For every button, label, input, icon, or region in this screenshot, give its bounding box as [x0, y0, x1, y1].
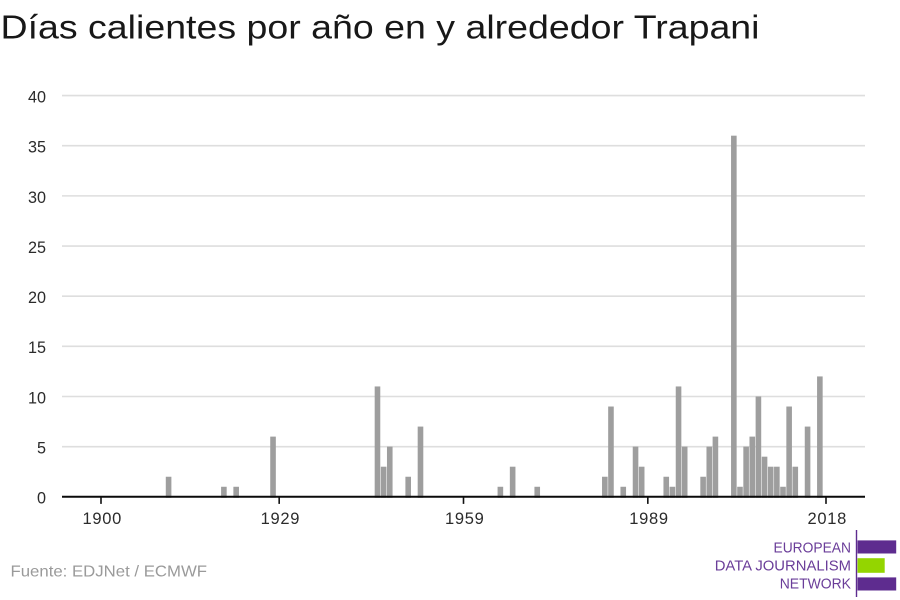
svg-text:Días calientes por año en y al: Días calientes por año en y alrededor Tr…: [1, 9, 760, 46]
svg-text:35: 35: [28, 139, 46, 157]
svg-text:25: 25: [28, 239, 46, 257]
svg-text:20: 20: [28, 289, 46, 307]
svg-text:40: 40: [28, 88, 46, 106]
svg-text:30: 30: [28, 189, 46, 207]
svg-text:0: 0: [37, 490, 46, 508]
svg-text:1959: 1959: [445, 510, 485, 528]
svg-text:10: 10: [28, 389, 46, 407]
svg-text:2018: 2018: [807, 510, 847, 528]
svg-text:1929: 1929: [261, 510, 301, 528]
svg-text:Fuente: EDJNet / ECMWF: Fuente: EDJNet / ECMWF: [11, 563, 208, 580]
svg-text:5: 5: [37, 440, 46, 458]
svg-text:EUROPEAN: EUROPEAN: [774, 539, 852, 556]
svg-text:1989: 1989: [629, 510, 669, 528]
svg-text:15: 15: [28, 339, 46, 357]
svg-text:DATA JOURNALISM: DATA JOURNALISM: [715, 557, 851, 574]
svg-text:1900: 1900: [82, 510, 122, 528]
svg-text:NETWORK: NETWORK: [780, 576, 851, 593]
